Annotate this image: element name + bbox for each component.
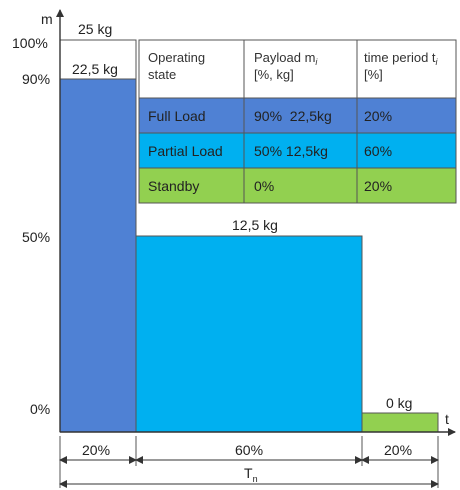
duration-label-standby: 20%	[384, 442, 412, 458]
table-row-full-load-bg	[138, 97, 457, 134]
table-cell-standby-period: 20%	[364, 178, 392, 194]
top-bar-label: 25 kg	[78, 21, 112, 37]
bar-standby	[361, 412, 439, 433]
table-header-payload-line1: Payload mi	[254, 50, 318, 67]
table-header-state-line2: state	[148, 67, 176, 82]
bar-full-load	[59, 78, 137, 433]
table-header-payload-subscript: i	[315, 57, 318, 67]
duration-label-partial-load: 60%	[235, 442, 263, 458]
y-tick-100: 100%	[12, 35, 48, 51]
table-cell-partial-load-state: Partial Load	[148, 143, 223, 159]
table-cell-standby-state: Standby	[148, 178, 199, 194]
operating-states-table: Operating state Payload mi [%, kg] time …	[138, 39, 457, 204]
table-header-period-subscript: i	[436, 57, 439, 67]
bar-standby-label: 0 kg	[386, 395, 412, 411]
y-tick-50: 50%	[22, 229, 50, 245]
table-cell-partial-load-payload: 50% 12,5kg	[254, 143, 328, 159]
table-header-payload-main: Payload m	[254, 50, 315, 65]
table-header-payload-line2: [%, kg]	[254, 67, 294, 82]
table-header-period-line2: [%]	[364, 67, 383, 82]
y-tick-90: 90%	[22, 71, 50, 87]
table-header-state-line1: Operating	[148, 50, 205, 65]
bar-partial-load	[135, 235, 363, 433]
table-cell-full-load-state: Full Load	[148, 108, 206, 124]
table-cell-partial-load-period: 60%	[364, 143, 392, 159]
period-label: Tn	[244, 465, 258, 484]
bar-full-load-label: 22,5 kg	[72, 61, 118, 77]
table-cell-full-load-payload: 90% 22,5kg	[254, 108, 332, 124]
period-label-main: T	[244, 465, 253, 481]
y-axis-label: m	[41, 11, 53, 27]
table-cell-standby-payload: 0%	[254, 178, 274, 194]
table-row-partial-load-bg	[138, 132, 457, 169]
bar-partial-load-label: 12,5 kg	[232, 217, 278, 233]
table-header-period-main: time period t	[364, 50, 436, 65]
duration-label-full-load: 20%	[82, 442, 110, 458]
period-label-subscript: n	[253, 474, 258, 484]
y-tick-0: 0%	[30, 401, 50, 417]
table-header-bg	[138, 39, 457, 99]
table-row-standby-bg	[138, 167, 457, 204]
table-cell-full-load-period: 20%	[364, 108, 392, 124]
table-header-period-line1: time period ti	[364, 50, 439, 67]
x-axis-label: t	[445, 411, 449, 427]
